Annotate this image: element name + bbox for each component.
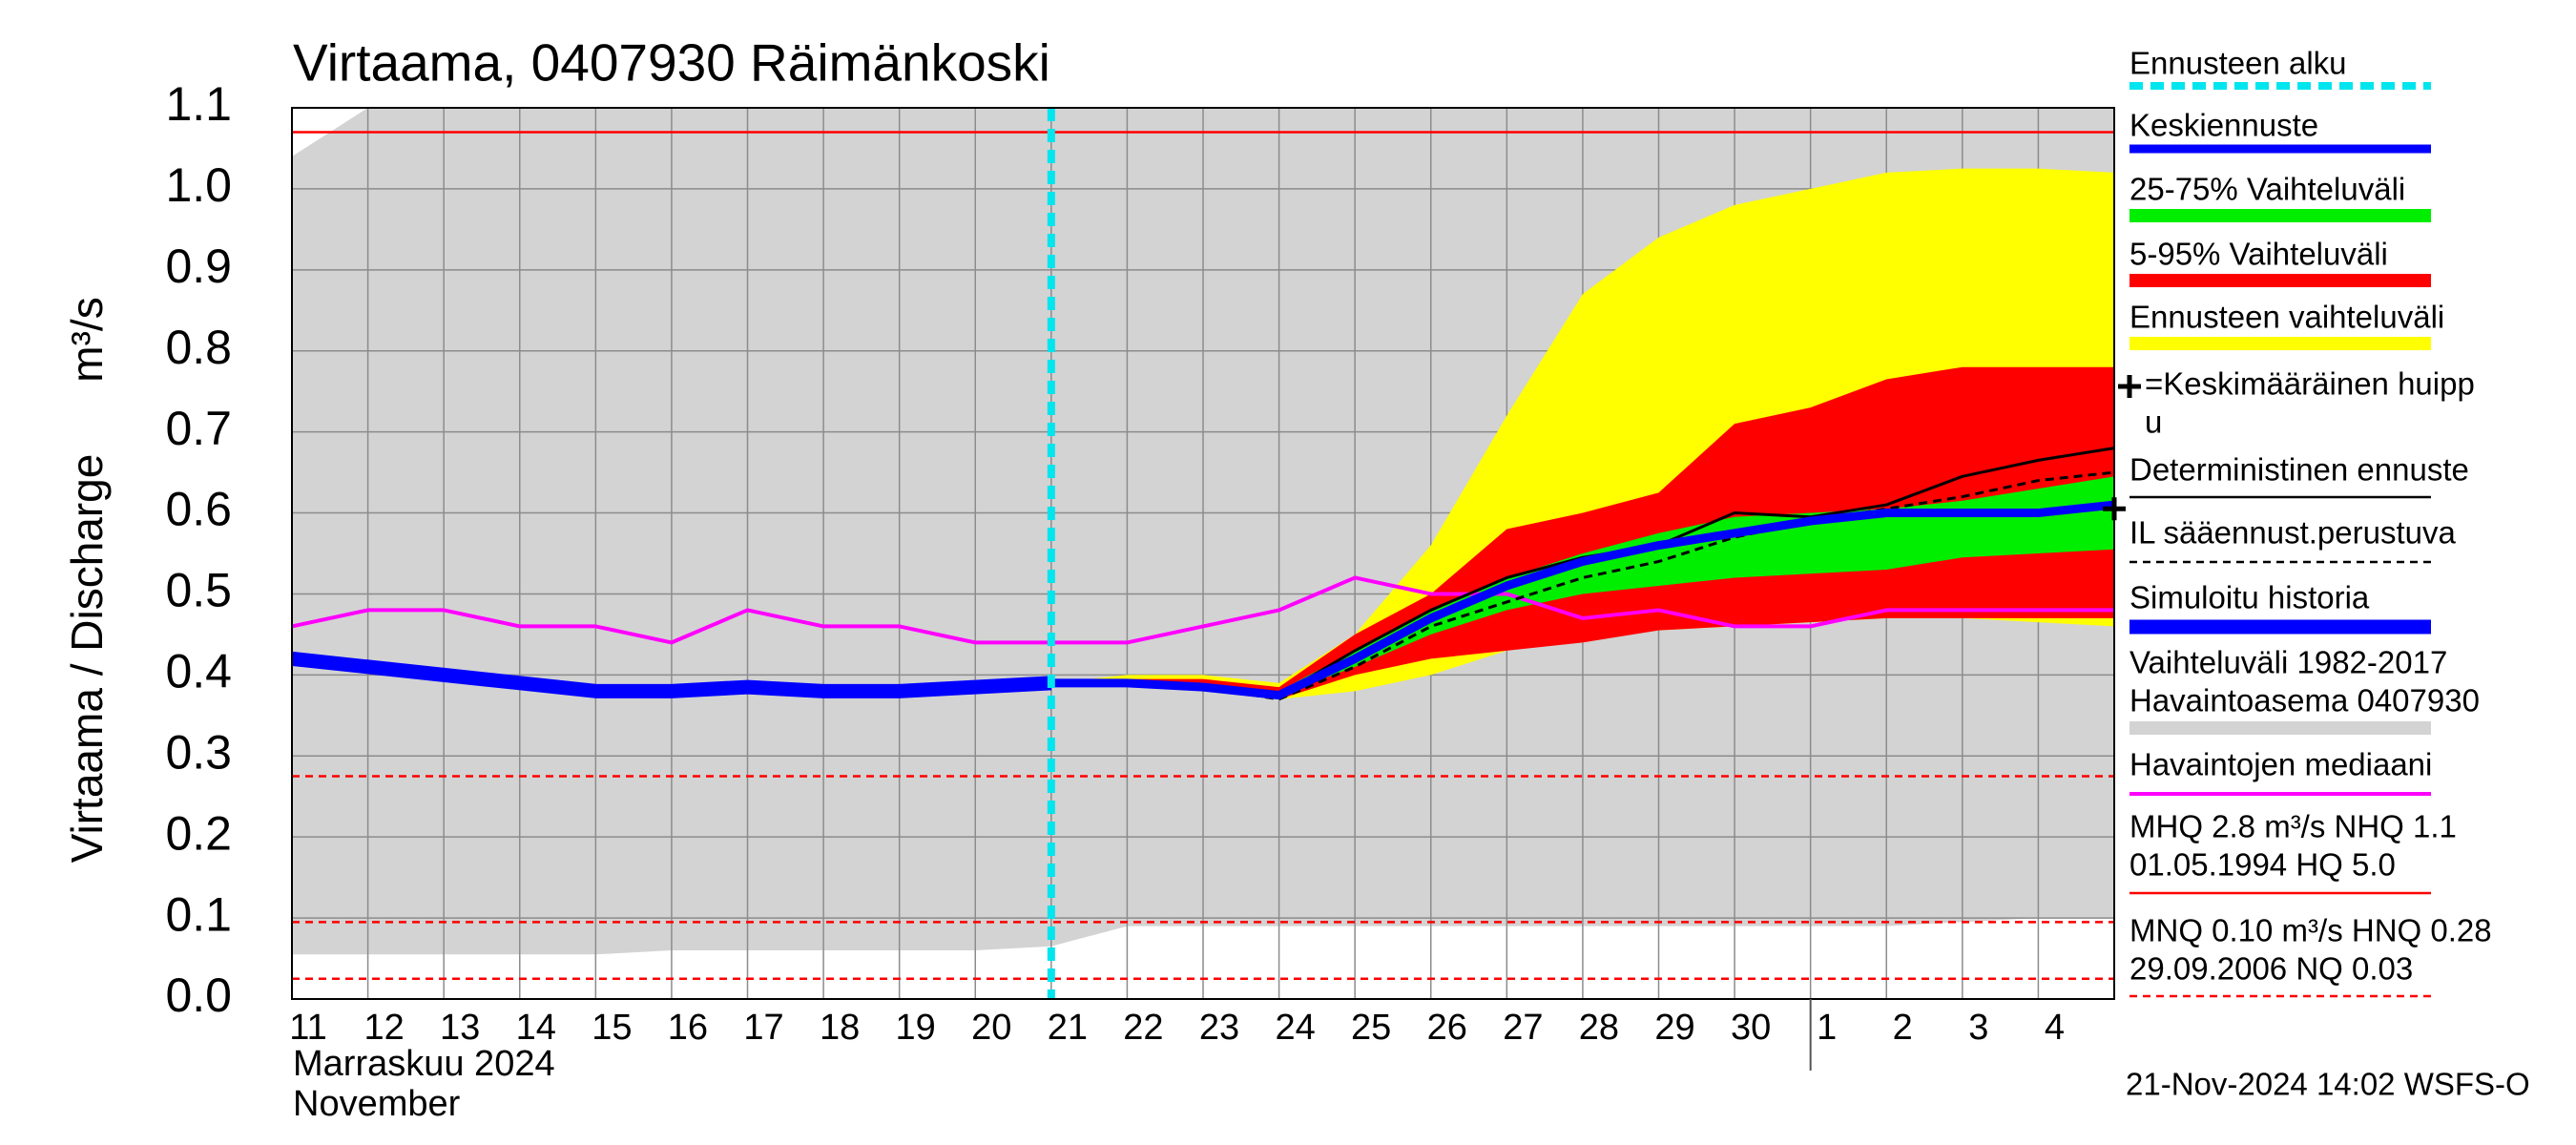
- legend: Ennusteen alku Keskiennuste 25-75% Vaihtel…: [2118, 46, 2492, 998]
- x-tick-label: 12: [364, 1008, 404, 1048]
- marker: [2118, 375, 2141, 398]
- x-tick-label: 30: [1731, 1008, 1771, 1048]
- x-tick-label: 21: [1048, 1008, 1088, 1048]
- plot-frame: [291, 107, 2115, 1000]
- y-tick-label: 0.6: [165, 483, 232, 536]
- legend-label: =Keskimääräinen huipp: [2145, 366, 2475, 402]
- x-tick-label: 17: [743, 1008, 783, 1048]
- x-tick-label: 13: [440, 1008, 480, 1048]
- legend-label: Simuloitu historia: [2129, 580, 2370, 615]
- y-tick-label: 0.0: [165, 968, 232, 1022]
- plot-area: [291, 107, 2126, 1071]
- line: [291, 651, 1052, 698]
- x-axis-label: November: [293, 1084, 461, 1124]
- x-tick-label: 19: [896, 1008, 936, 1048]
- x-tick-label: 11: [289, 1008, 326, 1048]
- x-tick-label: 28: [1579, 1008, 1619, 1048]
- x-tick-label: 3: [1968, 1008, 1988, 1048]
- y-tick-label: 0.1: [165, 887, 232, 941]
- legend-label: IL sääennust.perustuva: [2129, 515, 2456, 551]
- y-tick-label: 0.4: [165, 645, 232, 698]
- y-tick-label: 1.1: [165, 77, 232, 131]
- legend-label: 01.05.1994 HQ 5.0: [2129, 847, 2396, 883]
- footer: 21-Nov-2024 14:02 WSFS-O: [2126, 1067, 2530, 1102]
- y-axis-unit: m³/s: [62, 297, 112, 382]
- x-tick-label: 16: [668, 1008, 708, 1048]
- x-tick-label: 15: [592, 1008, 632, 1048]
- legend-label: MHQ 2.8 m³/s NHQ 1.1: [2129, 809, 2457, 844]
- band: [1050, 476, 2114, 696]
- legend-label: 5-95% Vaihteluväli: [2129, 237, 2388, 272]
- x-tick-label: 4: [2045, 1008, 2065, 1048]
- y-tick-label: 0.2: [165, 806, 232, 860]
- x-tick-label: 27: [1503, 1008, 1543, 1048]
- x-tick-label: 22: [1123, 1008, 1163, 1048]
- x-tick-label: 14: [516, 1008, 556, 1048]
- chart-title: Virtaama, 0407930 Räimänkoski: [293, 33, 1050, 93]
- legend-label: 29.09.2006 NQ 0.03: [2129, 951, 2413, 987]
- line: [1050, 500, 2115, 700]
- y-tick-label: 0.5: [165, 564, 232, 617]
- x-tick-label: 26: [1427, 1008, 1467, 1048]
- x-axis-label: Marraskuu 2024: [293, 1044, 555, 1084]
- y-tick-label: 0.9: [165, 239, 232, 293]
- band: [1050, 366, 2114, 699]
- legend-label: u: [2145, 405, 2162, 440]
- legend-label: Deterministinen ennuste: [2129, 452, 2469, 488]
- legend-label: 25-75% Vaihteluväli: [2129, 172, 2405, 207]
- x-tick-label: 23: [1199, 1008, 1239, 1048]
- y-tick-label: 0.8: [165, 321, 232, 374]
- y-tick-label: 0.7: [165, 402, 232, 455]
- y-tick-label: 1.0: [165, 158, 232, 212]
- legend-label: Ennusteen vaihteluväli: [2129, 300, 2444, 335]
- y-tick-label: 0.3: [165, 725, 232, 779]
- legend-label: MNQ 0.10 m³/s HNQ 0.28: [2129, 913, 2492, 948]
- x-tick-label: 24: [1275, 1008, 1315, 1048]
- x-tick-label: 20: [971, 1008, 1011, 1048]
- line: [291, 575, 2114, 645]
- legend-label: Havaintoasema 0407930: [2129, 683, 2480, 718]
- legend-label: Ennusteen alku: [2129, 46, 2347, 81]
- legend-label: Keskiennuste: [2129, 108, 2318, 143]
- x-tick-label: 18: [820, 1008, 860, 1048]
- y-axis-label: Virtaama / Discharge: [62, 454, 112, 864]
- x-tick-label: 2: [1893, 1008, 1913, 1048]
- x-tick-label: 1: [1817, 1008, 1837, 1048]
- x-tick-label: 29: [1654, 1008, 1694, 1048]
- legend-label: Vaihteluväli 1982-2017: [2129, 645, 2447, 680]
- x-tick-label: 25: [1351, 1008, 1391, 1048]
- legend-label: Havaintojen mediaani: [2129, 747, 2432, 782]
